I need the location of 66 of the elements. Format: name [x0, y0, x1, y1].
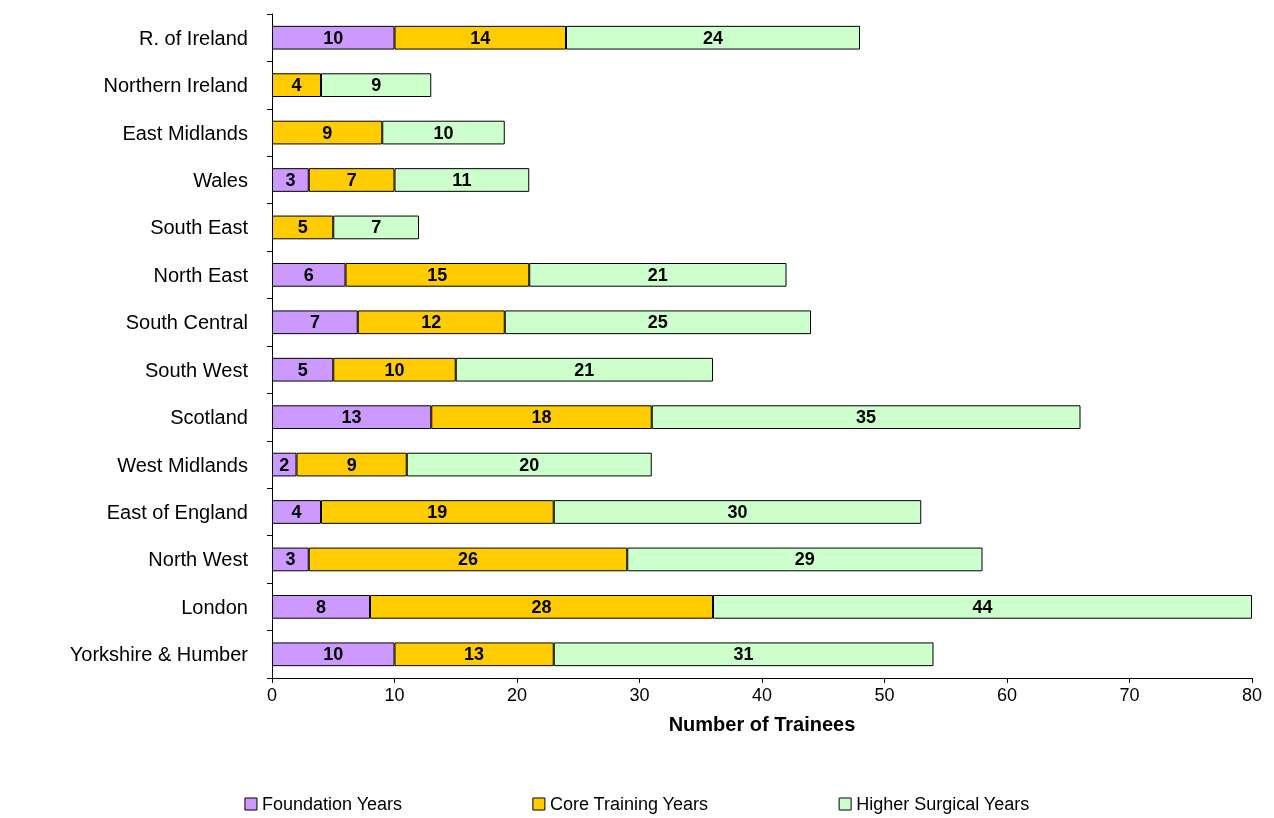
y-tick-label: North East: [153, 263, 249, 286]
legend-label: Core Training Years: [549, 794, 708, 814]
x-tick-label: 80: [1241, 685, 1263, 705]
data-label: 8: [315, 596, 327, 617]
data-label: 5: [297, 359, 308, 380]
data-label: 7: [371, 217, 382, 238]
x-tick-label: 50: [874, 685, 895, 705]
y-tick-label: Scotland: [170, 406, 248, 429]
data-label: 10: [323, 27, 344, 48]
data-label: 4: [291, 75, 302, 96]
data-label: 28: [531, 596, 552, 617]
data-label: 14: [470, 27, 491, 48]
data-label: 2: [279, 454, 290, 475]
data-label: 10: [323, 644, 344, 665]
data-label: 4: [291, 502, 302, 522]
data-label: 10: [433, 122, 454, 143]
legend-label: Foundation Years: [261, 794, 403, 814]
data-label: 44: [972, 596, 993, 617]
y-tick-label: Yorkshire & Humber: [69, 643, 249, 666]
data-label: 29: [794, 549, 815, 570]
data-label: 15: [427, 264, 448, 285]
x-tick-label: 40: [751, 685, 773, 705]
x-tick-label: 0: [266, 685, 278, 705]
data-label: 13: [341, 407, 362, 428]
data-label: 18: [531, 407, 552, 428]
legend-label: Higher Surgical Years: [856, 794, 1030, 814]
y-tick-label: West Midlands: [117, 453, 248, 476]
data-label: 10: [384, 359, 405, 380]
y-tick-label: North West: [148, 548, 249, 571]
x-tick-label: 30: [629, 685, 650, 705]
data-label: 5: [297, 217, 308, 238]
data-label: 6: [303, 264, 314, 285]
y-tick-label: East Midlands: [122, 121, 248, 144]
data-label: 13: [464, 644, 485, 665]
data-label: 21: [574, 359, 595, 380]
data-label: 3: [285, 549, 296, 570]
data-label: 21: [647, 264, 668, 285]
y-tick-label: R. of Ireland: [139, 26, 248, 49]
x-tick-label: 20: [506, 685, 528, 705]
x-tick-label: 70: [1119, 685, 1140, 705]
y-tick-label: East of England: [106, 501, 248, 523]
data-label: 9: [371, 75, 382, 96]
data-label: 7: [346, 170, 357, 190]
data-label: 35: [856, 407, 877, 428]
y-tick-label: Northern Ireland: [103, 74, 248, 97]
y-tick-label: South Central: [125, 311, 248, 334]
data-label: 30: [727, 502, 748, 522]
x-tick-label: 60: [996, 685, 1018, 705]
x-tick-label: 10: [384, 685, 405, 705]
y-tick-label: South East: [150, 216, 249, 239]
data-label: 25: [647, 312, 668, 333]
data-label: 12: [421, 312, 442, 333]
data-label: 26: [457, 549, 479, 570]
data-label: 9: [346, 454, 357, 475]
data-label: 7: [309, 312, 320, 333]
y-tick-label: Wales: [193, 169, 248, 191]
data-label: 11: [452, 170, 472, 190]
y-tick-label: London: [181, 595, 248, 618]
data-label: 20: [519, 454, 540, 475]
y-tick-label: South West: [144, 358, 249, 381]
x-axis-title: Number of Trainees: [668, 713, 856, 735]
data-label: 24: [702, 27, 724, 48]
data-label: 31: [733, 644, 754, 665]
data-label: 9: [322, 122, 333, 143]
data-label: 19: [427, 502, 448, 522]
data-label: 3: [285, 170, 296, 190]
